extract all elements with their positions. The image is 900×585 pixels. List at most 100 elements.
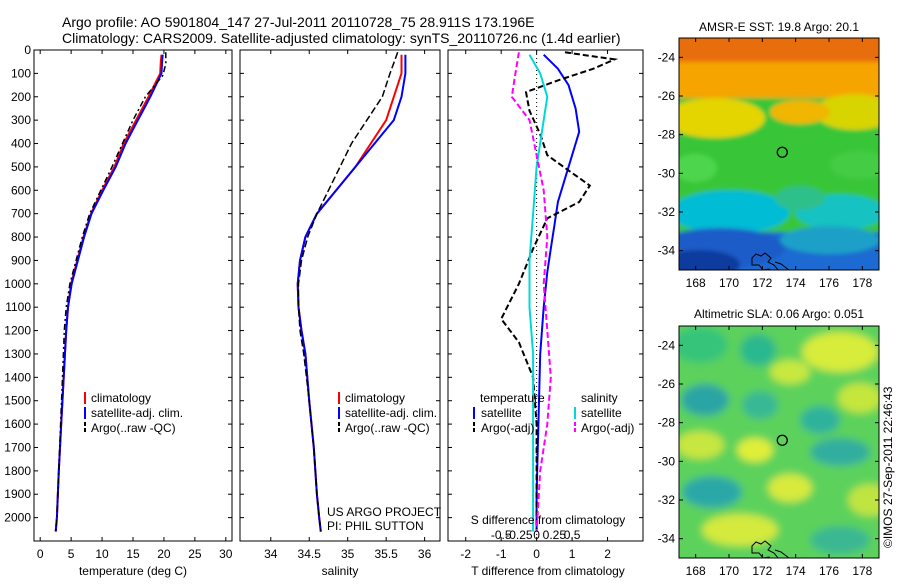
difference-panel: -2 -1 0 1 2 temperature satellite Argo(-adj)… — [447, 49, 644, 578]
difference-line-sal-satellite — [528, 54, 549, 532]
sla-map-ticks: 168 170 172 174 176 178 -24 -26 -28 -30 -32 -34 — [658, 326, 879, 578]
legend-title-temperature: temperature — [480, 391, 545, 405]
s-difference-label: S difference from climatology — [471, 513, 626, 527]
x-tick-label: 1 — [569, 547, 576, 561]
s-tick-label: 0.5 — [564, 528, 581, 542]
x-tick-label: 10 — [95, 547, 109, 561]
x-tick-label: 5 — [68, 547, 75, 561]
depth-tick-label: 1600 — [4, 417, 31, 431]
legend-label-sal-satellite: satellite — [581, 406, 622, 420]
lon-tick-label: 178 — [852, 276, 872, 290]
depth-tick-label: 1700 — [4, 440, 31, 454]
depth-tick-label: 800 — [11, 230, 31, 244]
depth-tick-label: 0 — [24, 43, 31, 57]
x-tick-label: 25 — [188, 547, 202, 561]
depth-tick-label: 300 — [11, 113, 31, 127]
lon-tick-label: 170 — [719, 564, 739, 578]
salinity-panel: 34 34.5 35 35.5 36 climatology satellite-adj… — [239, 49, 442, 578]
legend-label-climatology: climatology — [91, 391, 151, 405]
temperature-series — [54, 52, 167, 532]
sla-map: Altimetric SLA: 0.06 Argo: 0.051 — [658, 307, 880, 578]
depth-tick-label: 1300 — [4, 347, 31, 361]
temperature-x-axis: 0 5 10 15 20 25 30 — [37, 50, 233, 561]
salinity-y-ticks — [240, 49, 440, 519]
lat-tick-label: -24 — [658, 338, 676, 352]
legend-label-argo: Argo(..raw -QC) — [345, 421, 430, 435]
x-tick-label: 15 — [126, 547, 140, 561]
x-tick-label: 2 — [604, 547, 611, 561]
lat-tick-label: -30 — [658, 454, 676, 468]
temperature-plot-frame — [33, 49, 233, 542]
salinity-line-argo — [297, 52, 399, 532]
salinity-plot-frame — [239, 49, 441, 542]
lat-tick-label: -28 — [658, 416, 676, 430]
t-difference-label: T difference from climatology — [471, 564, 625, 578]
temperature-x-label: temperature (deg C) — [79, 564, 187, 578]
lat-tick-label: -32 — [658, 205, 676, 219]
lat-tick-label: -34 — [658, 244, 676, 258]
sst-map: AMSR-E SST: 19.8 Argo: 20.1 — [658, 20, 880, 290]
lat-tick-label: -26 — [658, 377, 676, 391]
salinity-line-satellite — [296, 54, 407, 532]
legend-label-satellite: satellite-adj. clim. — [345, 406, 437, 420]
depth-tick-label: 700 — [11, 207, 31, 221]
lon-tick-label: 178 — [852, 564, 872, 578]
lat-tick-label: -26 — [658, 89, 676, 103]
sla-coastline — [751, 540, 779, 558]
s-tick-label: 0 — [533, 528, 540, 542]
lon-tick-label: 170 — [719, 276, 739, 290]
difference-line-temp-argo — [500, 51, 619, 532]
depth-tick-label: 100 — [11, 66, 31, 80]
depth-tick-label: 1100 — [5, 300, 31, 314]
x-tick-label: 36 — [418, 547, 432, 561]
difference-x-axis: -2 -1 0 1 2 — [460, 50, 611, 561]
temperature-line-argo — [54, 52, 167, 532]
sla-map-frame — [678, 325, 880, 559]
depth-tick-label: 1500 — [4, 394, 31, 408]
depth-tick-label: 1900 — [4, 487, 31, 501]
lon-tick-label: 176 — [819, 564, 839, 578]
imos-timestamp: ©IMOS 27-Sep-2011 22:46:43 — [881, 386, 895, 548]
difference-series — [500, 51, 619, 532]
legend-label-temp-argo: Argo(-adj) — [481, 421, 534, 435]
x-tick-label: 34 — [264, 547, 278, 561]
legend-label-climatology: climatology — [345, 391, 405, 405]
sst-map-frame — [678, 37, 880, 271]
sla-island-shape — [774, 549, 791, 558]
header-line-1: Argo profile: AO 5901804_147 27-Jul-2011… — [62, 14, 535, 30]
depth-axis: 0 100 200 300 400 500 600 700 800 900 1000 1100 1200… — [4, 43, 232, 525]
temperature-panel: 0100200300400500600700800900100011001200… — [4, 43, 233, 578]
lon-tick-label: 174 — [786, 276, 806, 290]
lon-tick-label: 168 — [686, 564, 706, 578]
sst-map-title: AMSR-E SST: 19.8 Argo: 20.1 — [699, 20, 859, 34]
depth-tick-label: 1000 — [4, 277, 31, 291]
x-tick-label: -2 — [460, 547, 471, 561]
lon-tick-label: 174 — [786, 564, 806, 578]
x-tick-label: 20 — [157, 547, 171, 561]
pi-annotation: PI: PHIL SUTTON — [327, 519, 424, 533]
x-tick-label: 35.5 — [374, 547, 398, 561]
lon-tick-label: 172 — [752, 564, 772, 578]
lat-tick-label: -34 — [658, 532, 676, 546]
depth-tick-label: 2000 — [4, 511, 31, 525]
x-tick-label: 35 — [341, 547, 355, 561]
salinity-x-axis: 34 34.5 35 35.5 36 — [264, 50, 432, 561]
s-tick-label: 0.25 — [543, 528, 567, 542]
legend-label-temp-satellite: satellite — [481, 406, 522, 420]
s-tick-label: -0.5 — [491, 528, 512, 542]
sst-map-ticks: 168 170 172 174 176 178 -24 -26 -28 -30 -32 -34 — [658, 38, 879, 290]
salinity-legend: climatology satellite-adj. clim. Argo(..… — [338, 391, 437, 435]
depth-tick-label: 200 — [11, 90, 31, 104]
x-tick-label: -1 — [496, 547, 507, 561]
legend-label-sal-argo: Argo(-adj) — [581, 421, 634, 435]
x-tick-label: 30 — [219, 547, 233, 561]
sla-map-title: Altimetric SLA: 0.06 Argo: 0.051 — [694, 307, 864, 321]
x-tick-label: 0 — [37, 547, 44, 561]
lon-tick-label: 176 — [819, 276, 839, 290]
argo-location-marker — [776, 434, 788, 446]
legend-title-salinity: salinity — [581, 391, 618, 405]
lat-tick-label: -28 — [658, 128, 676, 142]
x-tick-label: 34.5 — [298, 547, 322, 561]
salinity-x-label: salinity — [322, 564, 359, 578]
